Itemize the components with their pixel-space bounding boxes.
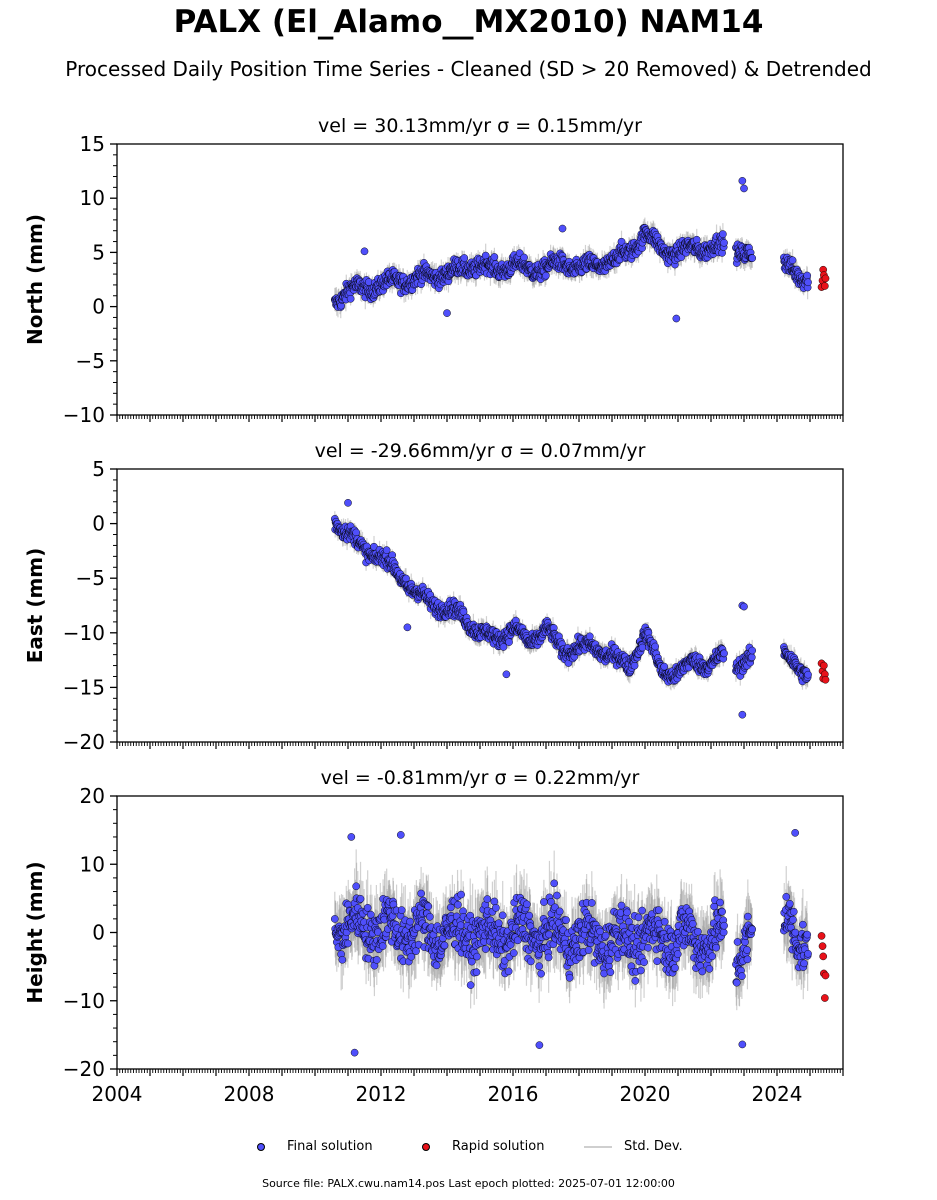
y-tick-label: 10 (80, 186, 105, 210)
y-axis-label-east: East (mm) (23, 548, 47, 664)
final-point-outlier (558, 224, 567, 233)
final-point (352, 528, 361, 537)
rapid-point (821, 675, 830, 684)
y-axis-label-north: North (mm) (23, 214, 47, 345)
panel-title-north: vel = 30.13mm/yr σ = 0.15mm/yr (318, 115, 642, 137)
plot-frame-east (116, 468, 844, 743)
final-point (638, 643, 647, 652)
final-point (481, 251, 490, 260)
chart-title: PALX (El_Alamo__MX2010) NAM14 (173, 4, 764, 40)
final-point (720, 649, 728, 658)
final-point-outlier (443, 309, 451, 317)
final-points-east (330, 499, 812, 719)
final-point (346, 294, 355, 303)
y-tick-label: −5 (76, 349, 105, 373)
final-point-outlier (344, 499, 352, 507)
y-tick-label: 0 (92, 295, 105, 319)
y-axis-label-height: Height (mm) (23, 861, 47, 1003)
final-point (803, 271, 812, 280)
final-point (542, 271, 550, 280)
rapid-point (820, 661, 828, 670)
final-point (748, 646, 757, 655)
y-tick-label: 15 (80, 132, 105, 156)
y-tick-label: −20 (63, 730, 105, 754)
final-point (520, 253, 528, 262)
final-point-outlier (740, 184, 748, 193)
final-point (660, 662, 669, 671)
final-point (617, 237, 626, 246)
final-point (630, 661, 639, 670)
rapid-points-east (817, 659, 830, 684)
data-layer-height (330, 829, 830, 1057)
final-point-outlier (360, 247, 369, 256)
final-point (505, 638, 513, 646)
panel-sigma-height: σ = 0.22mm/yr (495, 767, 640, 789)
final-point (460, 254, 469, 262)
final-point (747, 653, 756, 662)
y-tick-label: −15 (63, 675, 105, 699)
data-layer-east (330, 499, 830, 719)
final-point (804, 278, 812, 287)
panel-height: vel = -0.81mm/yr σ = 0.22mm/yr Height (mm… (23, 767, 844, 1106)
panel-vel-height: vel = -0.81mm/yr (321, 767, 495, 789)
final-point-outlier (738, 177, 747, 185)
panel-vel-north: vel = 30.13mm/yr (318, 115, 497, 137)
final-point (692, 235, 701, 244)
rapid-point (821, 282, 829, 290)
panel-title-east: vel = -29.66mm/yr σ = 0.07mm/yr (315, 440, 646, 462)
panel-title-height: vel = -0.81mm/yr σ = 0.22mm/yr (321, 767, 640, 789)
final-point-outlier (672, 314, 681, 323)
panel-vel-east: vel = -29.66mm/yr (315, 440, 501, 462)
final-point (720, 238, 728, 247)
y-tick-label: 5 (92, 240, 105, 264)
final-point-outlier (502, 670, 511, 679)
final-point-outlier (403, 623, 412, 632)
data-layer-north (330, 177, 830, 323)
final-point-outlier (738, 710, 747, 719)
final-points-north (330, 177, 812, 323)
rapid-point (821, 274, 830, 283)
final-point (382, 546, 391, 554)
final-point (748, 254, 757, 262)
final-point (490, 253, 499, 261)
final-point (719, 230, 727, 238)
panel-sigma-east: σ = 0.07mm/yr (501, 440, 646, 462)
final-point (788, 256, 797, 265)
y-tick-label: −5 (76, 566, 105, 590)
final-point (804, 670, 812, 679)
panel-north: vel = 30.13mm/yr σ = 0.15mm/yr North (mm)… (23, 115, 844, 427)
chart-subtitle: Processed Daily Position Time Series - C… (65, 57, 872, 81)
y-tick-label: −10 (63, 621, 105, 645)
final-point-outlier (740, 602, 748, 611)
rapid-points-north (817, 265, 830, 291)
y-tick-label: 0 (92, 512, 105, 536)
y-tick-label: 5 (92, 457, 105, 481)
panel-east: vel = -29.66mm/yr σ = 0.07mm/yr East (mm)… (23, 440, 844, 754)
final-point (651, 642, 659, 651)
panel-sigma-north: σ = 0.15mm/yr (497, 115, 642, 137)
y-tick-label: −10 (63, 403, 105, 427)
final-point (585, 632, 594, 641)
final-point (499, 643, 508, 651)
